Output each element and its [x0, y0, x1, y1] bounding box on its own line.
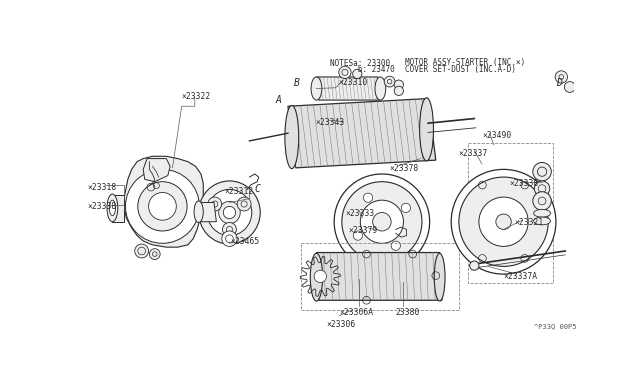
Ellipse shape: [109, 200, 115, 216]
Text: NOTESa: 23300: NOTESa: 23300: [330, 58, 390, 67]
Wedge shape: [404, 234, 413, 244]
Ellipse shape: [107, 194, 118, 222]
Text: B: B: [294, 78, 300, 88]
Circle shape: [135, 244, 148, 258]
Ellipse shape: [375, 77, 386, 100]
Text: ×23306A: ×23306A: [340, 308, 374, 317]
Text: ×23337A: ×23337A: [504, 272, 538, 281]
Polygon shape: [316, 253, 442, 300]
Text: ×23322: ×23322: [182, 92, 211, 102]
Circle shape: [394, 86, 403, 96]
Polygon shape: [198, 202, 216, 222]
Text: ×23312: ×23312: [224, 187, 253, 196]
Circle shape: [459, 177, 548, 266]
Text: COVER SET-DUST (INC.A-D): COVER SET-DUST (INC.A-D): [405, 65, 516, 74]
Circle shape: [223, 222, 236, 236]
Polygon shape: [113, 195, 124, 222]
Text: A: A: [275, 95, 281, 105]
Wedge shape: [469, 198, 479, 208]
Circle shape: [534, 181, 550, 196]
Circle shape: [353, 231, 362, 240]
Circle shape: [394, 80, 403, 89]
Text: C: C: [254, 185, 260, 195]
Text: ×23343: ×23343: [315, 118, 344, 127]
Text: MOTOR ASSY-STARTER (INC.×): MOTOR ASSY-STARTER (INC.×): [405, 58, 525, 67]
Ellipse shape: [194, 201, 204, 222]
Circle shape: [221, 231, 237, 246]
Polygon shape: [288, 99, 436, 168]
Wedge shape: [351, 234, 360, 244]
Circle shape: [148, 192, 176, 220]
Circle shape: [353, 69, 362, 78]
Circle shape: [342, 182, 422, 262]
Circle shape: [237, 197, 251, 211]
Circle shape: [401, 203, 410, 212]
Text: ^P33Q 00P5: ^P33Q 00P5: [534, 323, 577, 329]
Text: ×23333: ×23333: [345, 209, 374, 218]
Ellipse shape: [219, 201, 240, 224]
Circle shape: [223, 206, 236, 219]
Wedge shape: [404, 200, 413, 209]
Circle shape: [364, 193, 372, 202]
Ellipse shape: [435, 253, 445, 301]
Circle shape: [314, 270, 326, 283]
Circle shape: [391, 241, 401, 250]
Circle shape: [451, 169, 556, 274]
Circle shape: [555, 71, 568, 83]
Text: 23380: 23380: [396, 308, 420, 317]
Ellipse shape: [534, 217, 550, 225]
Ellipse shape: [534, 209, 550, 217]
Circle shape: [496, 214, 511, 230]
Circle shape: [125, 169, 200, 243]
Circle shape: [533, 163, 551, 181]
Wedge shape: [527, 235, 538, 246]
Text: ×23318: ×23318: [88, 183, 117, 192]
Text: ×23338: ×23338: [509, 179, 539, 188]
Ellipse shape: [311, 77, 322, 100]
Ellipse shape: [198, 181, 260, 244]
Circle shape: [564, 81, 575, 92]
Circle shape: [372, 212, 391, 231]
Circle shape: [149, 249, 160, 260]
Text: D: D: [556, 78, 562, 88]
Polygon shape: [316, 77, 380, 100]
Circle shape: [138, 182, 187, 231]
Circle shape: [339, 66, 351, 78]
Circle shape: [533, 192, 551, 210]
Wedge shape: [351, 200, 360, 209]
Text: ×23338: ×23338: [88, 202, 117, 212]
Text: ×23321: ×23321: [515, 218, 543, 227]
Text: ×23310: ×23310: [339, 78, 368, 87]
Circle shape: [479, 197, 528, 246]
Text: ×23379: ×23379: [348, 225, 377, 235]
Circle shape: [384, 76, 395, 87]
Circle shape: [470, 261, 479, 270]
Circle shape: [360, 200, 403, 243]
Ellipse shape: [207, 189, 252, 235]
Wedge shape: [527, 198, 538, 208]
Ellipse shape: [310, 253, 323, 301]
Text: ×23337: ×23337: [459, 148, 488, 158]
Polygon shape: [143, 158, 170, 182]
Ellipse shape: [285, 106, 299, 169]
Circle shape: [334, 174, 429, 269]
Text: ×23306: ×23306: [326, 320, 356, 329]
Ellipse shape: [420, 98, 433, 161]
Text: ×23378: ×23378: [390, 164, 419, 173]
Polygon shape: [124, 156, 204, 247]
Text: b: 23470: b: 23470: [330, 65, 394, 74]
Wedge shape: [469, 235, 479, 246]
Text: ×23465: ×23465: [230, 237, 259, 246]
Text: ×23490: ×23490: [482, 131, 511, 140]
Circle shape: [208, 197, 221, 211]
